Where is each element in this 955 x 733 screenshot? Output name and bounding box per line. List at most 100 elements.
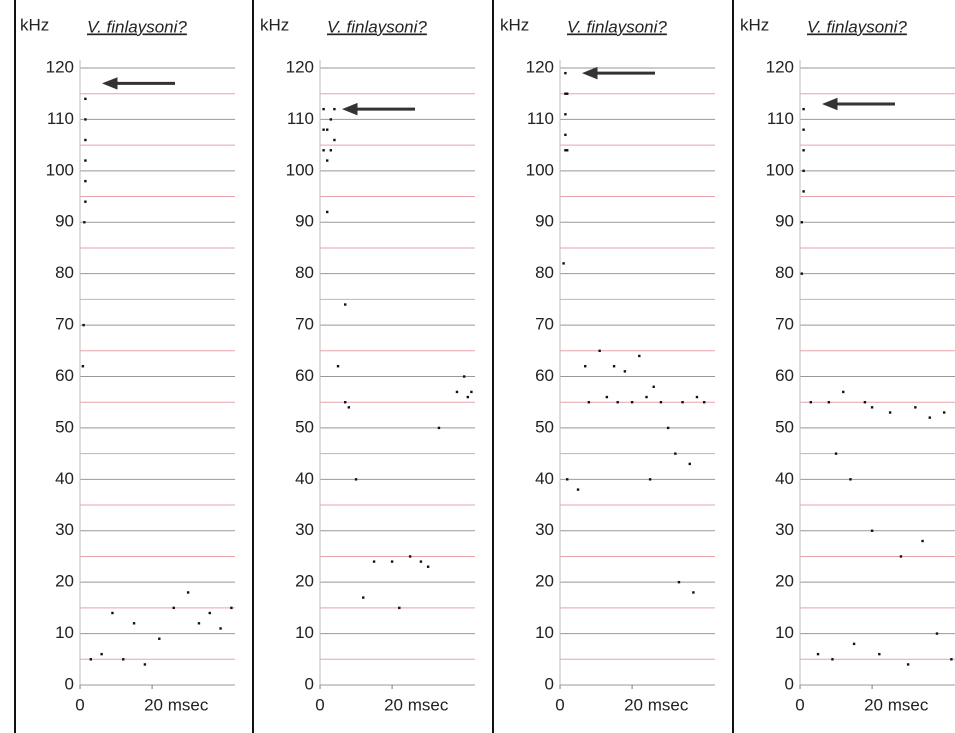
arrow	[581, 66, 655, 80]
y-tick-label: 80	[775, 263, 794, 282]
data-point	[802, 169, 805, 173]
data-point	[100, 652, 103, 656]
data-point	[564, 71, 567, 75]
y-tick-label: 0	[785, 674, 794, 693]
data-point	[852, 642, 856, 646]
y-tick-label: 90	[535, 212, 554, 231]
data-point	[333, 138, 336, 142]
data-point	[688, 462, 691, 466]
data-point	[84, 138, 87, 142]
data-point	[326, 128, 329, 131]
data-point	[652, 385, 655, 388]
y-tick-label: 40	[775, 469, 794, 488]
data-point	[849, 478, 852, 481]
data-point	[564, 149, 567, 152]
data-point	[677, 580, 681, 584]
data-point	[950, 658, 953, 661]
y-tick-label: 0	[65, 674, 74, 693]
x-tick-label: 0	[75, 695, 84, 714]
data-point	[802, 107, 805, 111]
arrow	[341, 102, 415, 116]
y-tick-label: 120	[766, 57, 794, 76]
data-point	[921, 539, 924, 543]
y-tick-label: 80	[55, 263, 74, 282]
y-tick-label: 50	[535, 417, 554, 436]
data-point	[81, 365, 85, 368]
data-point	[408, 555, 412, 558]
data-point	[354, 478, 358, 481]
data-point	[326, 159, 329, 162]
data-point	[208, 611, 211, 615]
y-tick-label: 30	[775, 520, 794, 539]
data-point	[935, 632, 939, 635]
data-point	[630, 401, 634, 404]
data-point	[576, 488, 580, 491]
data-point	[329, 118, 333, 121]
data-point	[584, 365, 587, 368]
data-point	[800, 272, 804, 275]
data-point	[111, 611, 114, 615]
data-point	[398, 606, 401, 610]
y-tick-label: 110	[767, 109, 794, 128]
data-point	[333, 107, 336, 111]
panel: kHz V. finlaysoni? 0 10 20 30 40 50 60 70 80 90 100 1…	[740, 15, 955, 714]
y-tick-label: 60	[775, 366, 794, 385]
data-point	[426, 565, 430, 568]
y-tick-label: 90	[295, 212, 314, 231]
x-tick-label: 0	[555, 695, 564, 714]
y-tick-label: 100	[46, 160, 74, 179]
y-tick-label: 10	[295, 623, 314, 642]
panel-title: V. finlaysoni?	[567, 17, 667, 36]
arrow	[101, 77, 175, 90]
data-point	[122, 658, 125, 661]
data-point	[674, 452, 677, 455]
data-point	[372, 560, 376, 563]
y-tick-label: 20	[535, 572, 554, 591]
data-point	[659, 401, 663, 404]
data-point	[466, 395, 469, 399]
data-point	[437, 426, 441, 430]
data-point	[831, 658, 834, 661]
data-point	[84, 118, 87, 121]
y-tick-label: 10	[775, 623, 794, 642]
data-point	[470, 390, 473, 394]
data-point	[143, 663, 147, 666]
data-point	[230, 606, 233, 610]
x-tick-label: 20 msec	[624, 695, 689, 714]
y-tick-label: 10	[535, 623, 554, 642]
x-tick-label: 0	[795, 695, 804, 714]
data-point	[84, 179, 87, 183]
y-tick-label: 20	[55, 572, 74, 591]
y-tick-label: 110	[47, 109, 74, 128]
y-tick-label: 120	[526, 57, 554, 76]
y-tick-label: 100	[766, 160, 794, 179]
data-point	[390, 560, 394, 563]
data-point	[802, 149, 805, 152]
panel-title: V. finlaysoni?	[87, 17, 187, 36]
x-tick-label: 20 msec	[864, 695, 929, 714]
y-tick-label: 70	[55, 315, 74, 334]
y-tick-label: 50	[775, 417, 794, 436]
data-point	[863, 401, 867, 404]
data-point	[186, 591, 190, 594]
y-tick-label: 70	[535, 315, 554, 334]
y-axis-label: kHz	[740, 15, 769, 34]
y-tick-label: 110	[287, 109, 314, 128]
y-tick-label: 80	[535, 263, 554, 282]
y-tick-label: 80	[295, 263, 314, 282]
y-tick-label: 30	[55, 520, 74, 539]
y-tick-label: 100	[286, 160, 314, 179]
data-point	[809, 401, 813, 404]
data-point	[842, 390, 845, 394]
y-tick-label: 30	[535, 520, 554, 539]
data-point	[928, 416, 931, 419]
data-point	[362, 596, 365, 599]
data-point	[605, 395, 609, 399]
y-tick-label: 70	[775, 315, 794, 334]
y-tick-label: 10	[55, 623, 74, 642]
data-point	[942, 411, 946, 414]
data-point	[666, 426, 670, 430]
data-point	[598, 349, 601, 352]
y-tick-label: 20	[775, 572, 794, 591]
